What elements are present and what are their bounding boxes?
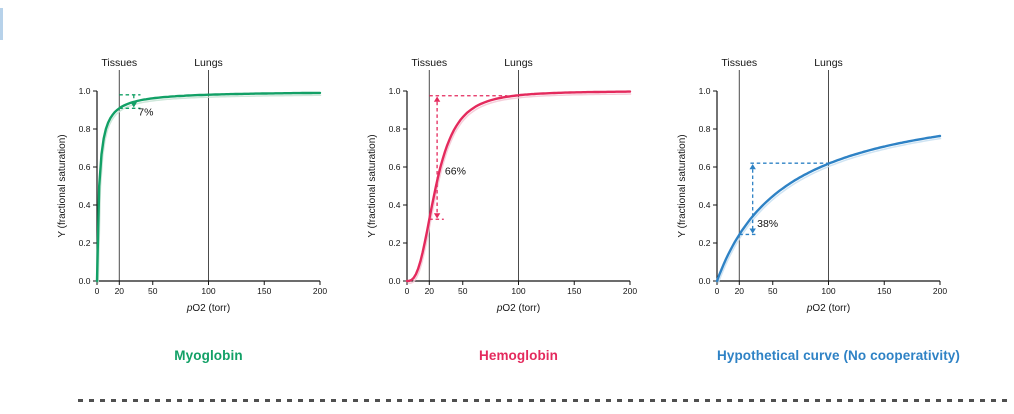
x-tick-label: 200 (623, 286, 637, 296)
x-tick-label: 50 (768, 286, 778, 296)
left-edge-mark (0, 8, 3, 40)
bottom-dotted-divider (78, 399, 1008, 402)
x-tick-label: 20 (115, 286, 125, 296)
y-axis-label: Y (fractional saturation) (367, 134, 378, 237)
hemoglobin-chart: Tissues Lungs 0.0 0.2 0.4 0.6 0.8 1.0 0 20 50 100 15… (367, 57, 637, 314)
x-tick-label: 100 (821, 286, 835, 296)
hypothetical-curve-chart: Tissues Lungs 0.0 0.2 0.4 0.6 0.8 1.0 0 20 50 100 15… (677, 57, 947, 314)
x-tick-label: 0 (405, 286, 410, 296)
y-tick-label: 0.8 (389, 124, 401, 134)
arrow-head-up-icon (749, 164, 756, 170)
annotation-percent-label: 66% (445, 166, 466, 178)
y-tick-label: 0.4 (699, 200, 711, 210)
y-tick-label: 0.2 (79, 238, 91, 248)
y-tick-label: 0.0 (389, 276, 401, 286)
myoglobin-chart-panel: Tissues Lungs 0.0 0.2 0.4 0.6 0.8 1.0 0 20 50 100 15… (55, 54, 327, 363)
saturation-curve (405, 90, 632, 283)
lungs-reference-label: Lungs (504, 57, 533, 69)
x-tick-label: 150 (877, 286, 891, 296)
x-tick-label: 150 (257, 286, 271, 296)
tissues-reference-label: Tissues (411, 57, 447, 69)
x-tick-label: 20 (425, 286, 435, 296)
y-tick-label: 1.0 (79, 86, 91, 96)
hypothetical-curve-title: Hypothetical curve (No cooperativity) (717, 348, 961, 363)
lungs-reference-label: Lungs (194, 57, 223, 69)
annotation-percent-label: 7% (138, 106, 153, 118)
x-tick-label: 0 (95, 286, 100, 296)
y-tick-label: 0.6 (699, 162, 711, 172)
arrow-head-down-icon (130, 102, 137, 108)
tissues-reference-label: Tissues (101, 57, 137, 69)
arrow-head-up-icon (433, 96, 441, 102)
y-tick-label: 0.4 (389, 200, 401, 210)
y-tick-label: 0.8 (79, 124, 91, 134)
y-tick-label: 0.0 (79, 276, 91, 286)
hemoglobin-chart-panel: Tissues Lungs 0.0 0.2 0.4 0.6 0.8 1.0 0 20 50 100 15… (365, 54, 637, 363)
lungs-reference-label: Lungs (814, 57, 843, 69)
y-axis-label: Y (fractional saturation) (677, 134, 688, 237)
y-tick-label: 0.6 (389, 162, 401, 172)
x-tick-label: 200 (313, 286, 327, 296)
y-tick-label: 1.0 (699, 86, 711, 96)
y-tick-label: 0.8 (699, 124, 711, 134)
y-tick-label: 0.4 (79, 200, 91, 210)
x-axis-label: pO2 (torr) (186, 303, 230, 314)
x-tick-label: 150 (567, 286, 581, 296)
curve-shadow (408, 93, 632, 285)
y-tick-label: 0.2 (699, 238, 711, 248)
arrow-head-down-icon (433, 213, 441, 219)
x-axis-label: pO2 (torr) (496, 303, 540, 314)
x-tick-label: 100 (201, 286, 215, 296)
y-axis-label: Y (fractional saturation) (57, 134, 68, 237)
x-tick-label: 50 (458, 286, 468, 296)
x-tick-label: 100 (511, 286, 525, 296)
curve-shadow (717, 137, 942, 284)
hypothetical-curve-chart-panel: Tissues Lungs 0.0 0.2 0.4 0.6 0.8 1.0 0 20 50 100 15… (675, 54, 961, 363)
x-tick-label: 20 (735, 286, 745, 296)
annotation-percent-label: 38% (757, 218, 778, 230)
arrow-head-down-icon (749, 228, 756, 234)
hemoglobin-title: Hemoglobin (479, 348, 558, 363)
curve-shadow (97, 94, 322, 284)
tissues-reference-label: Tissues (721, 57, 757, 69)
myoglobin-chart: Tissues Lungs 0.0 0.2 0.4 0.6 0.8 1.0 0 20 50 100 15… (57, 57, 327, 314)
x-tick-label: 0 (715, 286, 720, 296)
x-tick-label: 200 (933, 286, 947, 296)
y-tick-label: 0.2 (389, 238, 401, 248)
y-tick-label: 0.6 (79, 162, 91, 172)
y-tick-label: 1.0 (389, 86, 401, 96)
x-tick-label: 50 (148, 286, 158, 296)
myoglobin-title: Myoglobin (174, 348, 243, 363)
y-tick-label: 0.0 (699, 276, 711, 286)
x-axis-label: pO2 (torr) (806, 303, 850, 314)
